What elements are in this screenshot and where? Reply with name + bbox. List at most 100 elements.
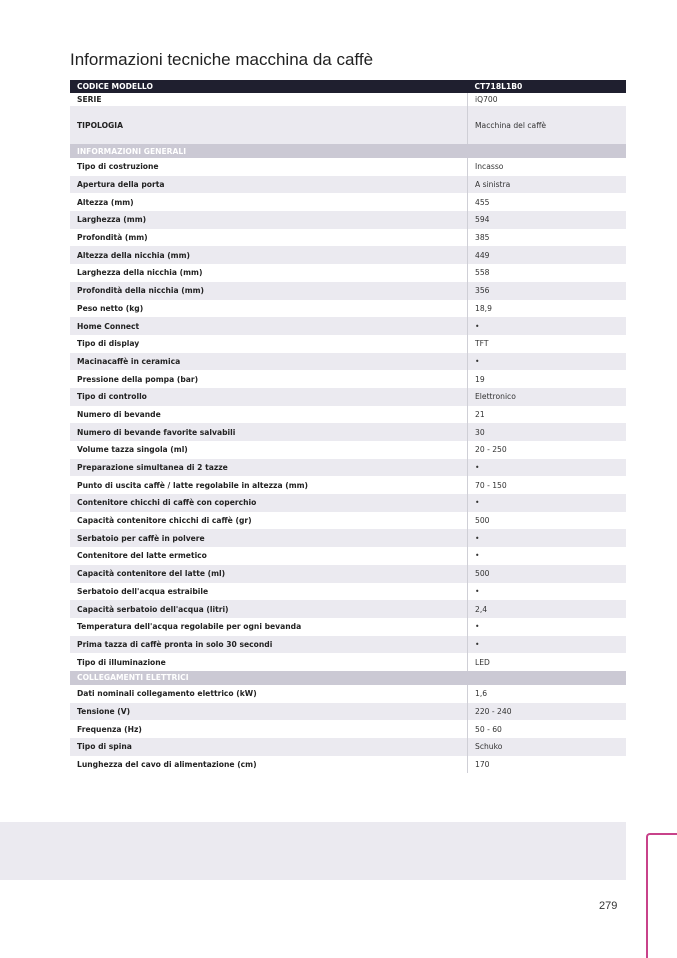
- table-row: Larghezza della nicchia (mm) 558: [70, 264, 626, 282]
- row-value: 385: [475, 233, 490, 243]
- page-number: 279: [599, 900, 618, 912]
- row-value: •: [467, 458, 626, 477]
- table-row: Altezza della nicchia (mm) 449: [70, 246, 626, 265]
- row-label: Contenitore chicchi di caffè con coperch…: [70, 494, 468, 512]
- row-value: •: [475, 622, 480, 632]
- row-value: 455: [475, 197, 490, 207]
- row-value: 1,6: [475, 689, 488, 699]
- section-title: INFORMAZIONI GENERALI: [70, 144, 626, 158]
- row-label: Preparazione simultanea di 2 tazze: [70, 458, 468, 477]
- table-row: Tipo di illuminazione LED: [70, 653, 626, 671]
- row-label: Prima tazza di caffè pronta in solo 30 s…: [70, 635, 468, 654]
- table-row: Temperatura dell'acqua regolabile per og…: [70, 617, 626, 636]
- table-row: Punto di uscita caffè / latte regolabile…: [70, 476, 626, 495]
- table-row: Dati nominali collegamento elettrico (kW…: [70, 684, 626, 703]
- row-value: 2,4: [467, 600, 626, 618]
- page-tab-marker: [646, 833, 677, 958]
- row-label: Tipo di costruzione: [70, 158, 468, 176]
- section-title: COLLEGAMENTI ELETTRICI: [70, 670, 626, 685]
- row-value: •: [467, 635, 626, 654]
- row-label: Pressione della pompa (bar): [70, 370, 468, 388]
- row-label: Lunghezza del cavo di alimentazione (cm): [70, 755, 468, 774]
- table-row: Larghezza (mm) 594: [70, 211, 626, 229]
- table-row: Capacità contenitore chicchi di caffè (g…: [70, 511, 626, 530]
- row-label: Tipo di spina: [70, 738, 468, 756]
- header-label: CODICE MODELLO: [70, 80, 468, 93]
- row-label: Temperatura dell'acqua regolabile per og…: [70, 617, 468, 636]
- row-label: Tensione (V): [70, 702, 468, 721]
- row-label: Capacità serbatoio dell'acqua (litri): [70, 600, 468, 618]
- section-header: INFORMAZIONI GENERALI: [70, 144, 626, 158]
- table-row: Tipo di costruzione Incasso: [70, 158, 626, 176]
- table-row: TIPOLOGIA Macchina del caffè: [70, 106, 626, 144]
- row-value: 500: [475, 516, 490, 526]
- row-label: Peso netto (kg): [70, 299, 468, 318]
- row-label: Profondità della nicchia (mm): [70, 281, 468, 300]
- header-row: CODICE MODELLO CT718L1B0: [70, 80, 626, 93]
- table-row: Home Connect •: [70, 317, 626, 335]
- row-label: Altezza della nicchia (mm): [70, 246, 468, 265]
- footer-band: [0, 822, 626, 880]
- row-label: Macinacaffè in ceramica: [70, 352, 468, 371]
- table-row: Serbatoio per caffè in polvere •: [70, 529, 626, 548]
- row-value: 20 - 250: [475, 445, 507, 455]
- row-value: •: [475, 551, 480, 561]
- row-label: Serbatoio per caffè in polvere: [70, 529, 468, 548]
- row-label: Home Connect: [70, 317, 468, 335]
- row-label: Capacità contenitore chicchi di caffè (g…: [70, 511, 468, 530]
- table-row: Contenitore chicchi di caffè con coperch…: [70, 494, 626, 512]
- table-row: Lunghezza del cavo di alimentazione (cm)…: [70, 755, 626, 774]
- row-value: 50 - 60: [475, 724, 502, 734]
- row-label: Larghezza (mm): [70, 211, 468, 229]
- table-row: Numero di bevande favorite salvabili 30: [70, 423, 626, 441]
- row-label: Tipo di illuminazione: [70, 653, 468, 671]
- row-value: iQ700: [475, 95, 498, 104]
- row-value: •: [467, 317, 626, 335]
- table-row: Tipo di spina Schuko: [70, 738, 626, 756]
- row-value: 356: [467, 281, 626, 300]
- table-row: Tensione (V) 220 - 240: [70, 702, 626, 721]
- row-value: 500: [467, 564, 626, 583]
- row-value: Macchina del caffè: [467, 106, 626, 144]
- row-label: Contenitore del latte ermetico: [70, 547, 468, 565]
- row-value: 558: [475, 268, 490, 278]
- row-label: Dati nominali collegamento elettrico (kW…: [70, 684, 468, 703]
- row-value: TFT: [475, 339, 489, 349]
- row-label: Apertura della porta: [70, 175, 468, 194]
- row-value: Schuko: [467, 738, 626, 756]
- row-label: SERIE: [70, 93, 468, 106]
- table-row: SERIE iQ700: [70, 93, 626, 106]
- row-value: 70 - 150: [475, 480, 507, 490]
- row-value: •: [475, 586, 480, 596]
- row-label: Numero di bevande: [70, 405, 468, 424]
- table-row: Capacità contenitore del latte (ml) 500: [70, 564, 626, 583]
- table-row: Preparazione simultanea di 2 tazze •: [70, 458, 626, 477]
- row-label: Profondità (mm): [70, 228, 468, 247]
- table-row: Apertura della porta A sinistra: [70, 175, 626, 194]
- row-value: •: [467, 352, 626, 371]
- row-value: 21: [475, 409, 485, 419]
- row-label: Volume tazza singola (ml): [70, 441, 468, 459]
- row-label: TIPOLOGIA: [70, 106, 468, 144]
- row-label: Tipo di controllo: [70, 387, 468, 406]
- row-value: LED: [475, 657, 490, 667]
- table-row: Macinacaffè in ceramica •: [70, 352, 626, 371]
- row-label: Serbatoio dell'acqua estraibile: [70, 582, 468, 601]
- table-row: Serbatoio dell'acqua estraibile •: [70, 582, 626, 601]
- row-value: 18,9: [475, 303, 492, 313]
- row-value: 220 - 240: [467, 702, 626, 721]
- row-label: Numero di bevande favorite salvabili: [70, 423, 468, 441]
- table-row: Tipo di display TFT: [70, 334, 626, 353]
- row-value: 30: [467, 423, 626, 441]
- row-label: Altezza (mm): [70, 193, 468, 212]
- table-row: Profondità (mm) 385: [70, 228, 626, 247]
- section-header: COLLEGAMENTI ELETTRICI: [70, 670, 626, 685]
- row-label: Capacità contenitore del latte (ml): [70, 564, 468, 583]
- table-row: Frequenza (Hz) 50 - 60: [70, 720, 626, 738]
- row-label: Punto di uscita caffè / latte regolabile…: [70, 476, 468, 495]
- row-value: •: [467, 529, 626, 548]
- table-row: Capacità serbatoio dell'acqua (litri) 2,4: [70, 600, 626, 618]
- row-label: Tipo di display: [70, 334, 468, 353]
- table-row: Tipo di controllo Elettronico: [70, 387, 626, 406]
